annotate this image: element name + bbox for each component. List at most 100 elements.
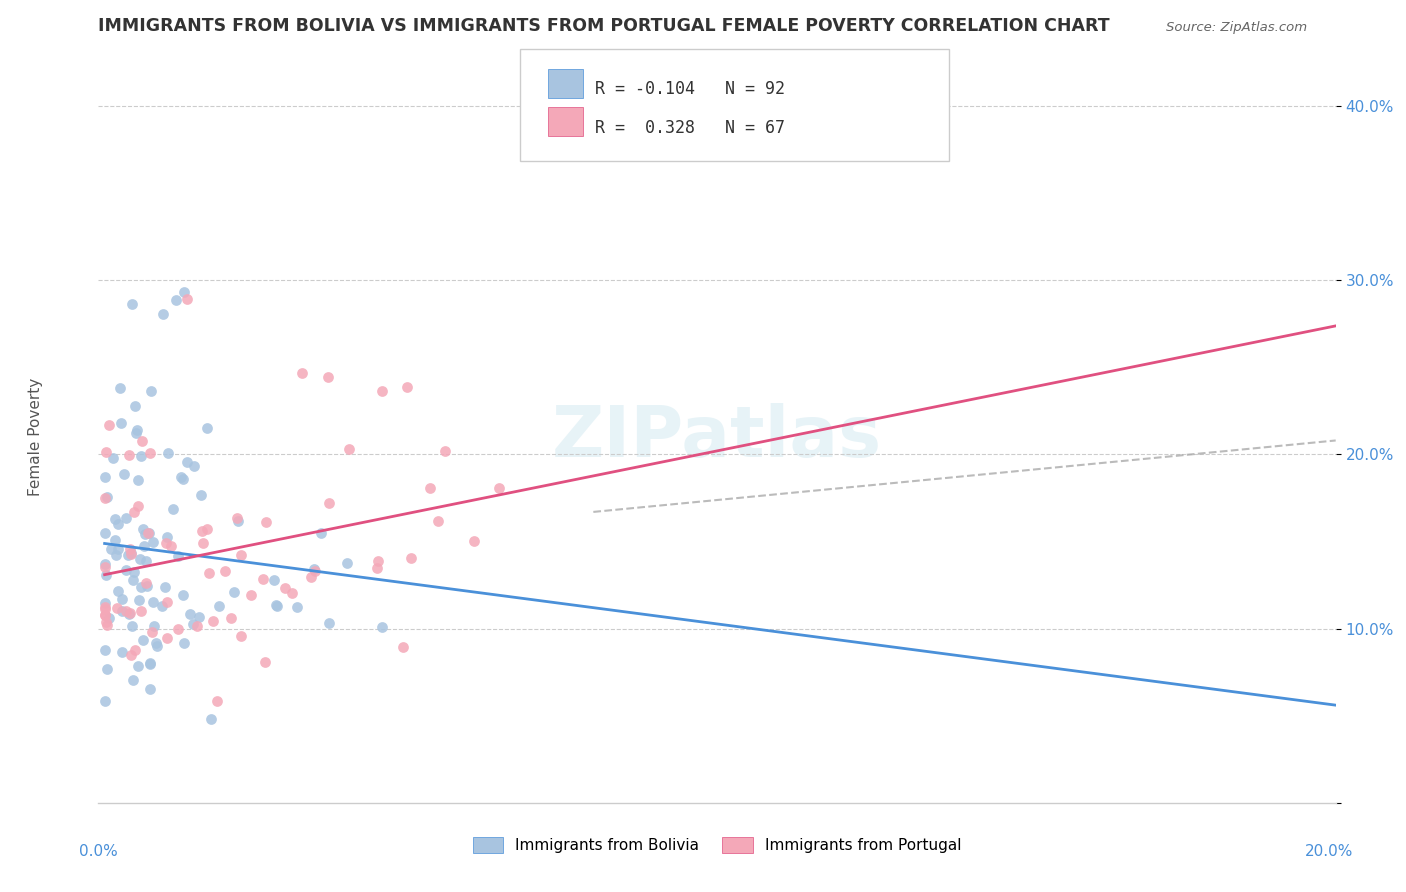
Point bbox=[229, 629, 252, 643]
Point bbox=[316, 370, 339, 384]
Point bbox=[129, 450, 152, 464]
Point bbox=[114, 604, 136, 618]
Point bbox=[254, 515, 277, 529]
Point bbox=[98, 611, 121, 625]
Point bbox=[138, 526, 160, 541]
Point bbox=[105, 601, 128, 615]
Point bbox=[127, 499, 149, 513]
Point bbox=[274, 581, 297, 595]
Point bbox=[111, 592, 134, 607]
Point bbox=[229, 548, 252, 562]
Point bbox=[146, 639, 169, 653]
Point bbox=[370, 620, 392, 634]
Point bbox=[96, 662, 118, 676]
Point bbox=[160, 539, 183, 553]
Point bbox=[167, 549, 190, 563]
Point bbox=[115, 511, 138, 525]
Point bbox=[266, 598, 288, 612]
Point bbox=[186, 618, 208, 632]
Point bbox=[118, 606, 141, 620]
Point bbox=[110, 381, 132, 395]
Point bbox=[222, 584, 245, 599]
Point bbox=[96, 618, 118, 632]
Point bbox=[132, 522, 155, 536]
Point bbox=[110, 416, 132, 430]
Point bbox=[122, 505, 145, 519]
Y-axis label: Female Poverty: Female Poverty bbox=[28, 378, 42, 496]
Point bbox=[93, 491, 115, 506]
Point bbox=[139, 657, 162, 671]
Point bbox=[96, 615, 118, 629]
Point bbox=[201, 615, 224, 629]
Point bbox=[93, 607, 115, 622]
Point bbox=[120, 648, 142, 662]
Text: ZIPatlas: ZIPatlas bbox=[553, 402, 882, 472]
Point bbox=[426, 514, 449, 528]
Point bbox=[198, 566, 221, 580]
Point bbox=[105, 548, 128, 562]
Point bbox=[252, 572, 274, 586]
Point bbox=[121, 297, 143, 311]
Point bbox=[107, 516, 129, 531]
Text: IMMIGRANTS FROM BOLIVIA VS IMMIGRANTS FROM PORTUGAL FEMALE POVERTY CORRELATION C: IMMIGRANTS FROM BOLIVIA VS IMMIGRANTS FR… bbox=[98, 17, 1111, 35]
Point bbox=[240, 588, 263, 602]
Point bbox=[142, 534, 165, 549]
Text: R = -0.104   N = 92: R = -0.104 N = 92 bbox=[595, 80, 785, 98]
Point bbox=[190, 488, 212, 502]
Point bbox=[176, 292, 198, 306]
Point bbox=[115, 563, 138, 577]
Point bbox=[104, 533, 127, 547]
Point bbox=[103, 450, 125, 465]
Point bbox=[162, 502, 184, 516]
Point bbox=[214, 564, 236, 578]
Point bbox=[129, 580, 152, 594]
Point bbox=[93, 694, 115, 708]
Point bbox=[128, 552, 150, 566]
Point bbox=[117, 607, 139, 622]
Point bbox=[157, 446, 180, 460]
Point bbox=[299, 570, 322, 584]
Point bbox=[128, 593, 150, 607]
Point bbox=[155, 530, 177, 544]
Point bbox=[120, 547, 142, 561]
Point bbox=[191, 535, 214, 549]
Point bbox=[125, 425, 148, 440]
Point bbox=[173, 285, 195, 299]
Point bbox=[136, 526, 159, 541]
Point bbox=[318, 616, 340, 631]
Point bbox=[122, 573, 145, 587]
Point bbox=[96, 490, 118, 504]
Point bbox=[141, 625, 163, 640]
Point bbox=[396, 380, 419, 394]
Point bbox=[399, 550, 422, 565]
Point bbox=[120, 546, 142, 560]
Point bbox=[367, 554, 389, 568]
Point bbox=[139, 446, 162, 460]
Point bbox=[134, 526, 156, 541]
Point bbox=[302, 562, 325, 576]
Point bbox=[165, 293, 187, 307]
Point bbox=[135, 576, 157, 591]
Text: R =  0.328   N = 67: R = 0.328 N = 67 bbox=[595, 119, 785, 136]
Point bbox=[131, 434, 153, 448]
Point bbox=[93, 557, 115, 571]
Point bbox=[112, 467, 135, 481]
Point bbox=[226, 511, 249, 525]
Point bbox=[138, 681, 160, 696]
Point bbox=[183, 458, 205, 473]
Point bbox=[117, 548, 139, 562]
Point bbox=[93, 599, 115, 614]
Point bbox=[172, 589, 194, 603]
Point bbox=[107, 542, 129, 557]
Point bbox=[122, 565, 145, 579]
Point bbox=[208, 599, 231, 614]
Point bbox=[336, 557, 359, 571]
Point bbox=[253, 655, 276, 669]
Point bbox=[94, 444, 117, 458]
Point bbox=[118, 541, 141, 556]
Point bbox=[127, 658, 149, 673]
Text: 20.0%: 20.0% bbox=[1305, 845, 1353, 859]
Point bbox=[156, 595, 179, 609]
Point bbox=[139, 656, 162, 670]
Point bbox=[219, 611, 242, 625]
